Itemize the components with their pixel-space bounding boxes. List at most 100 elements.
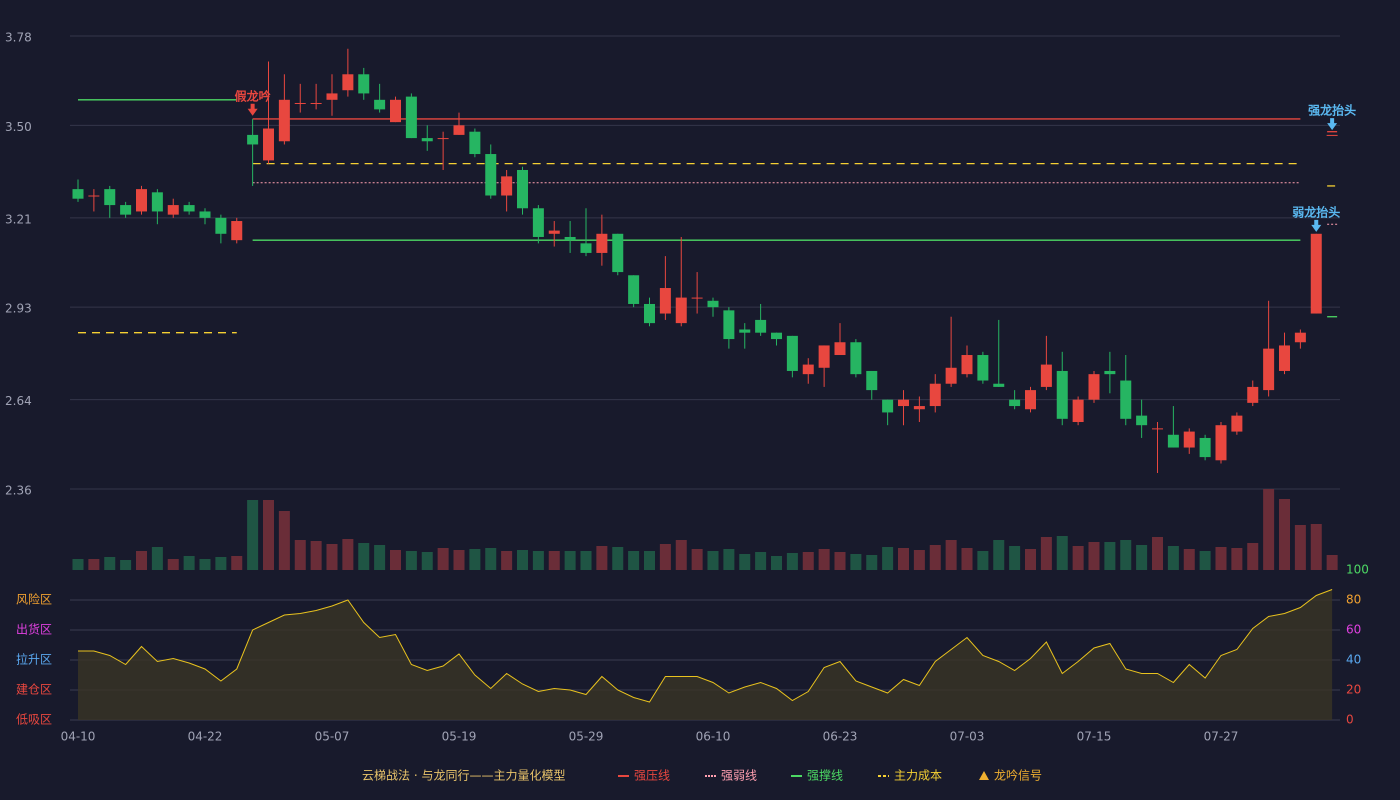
candle-body (1040, 364, 1052, 387)
volume-bar (675, 540, 687, 570)
signal-arrow (1311, 219, 1322, 232)
volume-bar (1183, 549, 1195, 570)
candle-body (1326, 134, 1338, 136)
candle-body (834, 342, 846, 356)
x-tick-label: 07-27 (1204, 730, 1239, 744)
candle-body (898, 399, 909, 407)
candle-body (675, 297, 687, 324)
zone-label: 出货区 (16, 622, 52, 637)
y-tick-label: 3.78 (5, 31, 32, 45)
candle-body (167, 205, 179, 215)
volume-bar (247, 500, 259, 570)
indicator-tick-label: 80 (1346, 593, 1361, 607)
indicator-tick-label: 100 (1346, 563, 1369, 577)
candle-body (390, 99, 401, 123)
candle-body (691, 297, 703, 299)
volume-bar (548, 551, 560, 570)
candle-body (215, 217, 227, 234)
volume-bar (786, 553, 798, 570)
x-tick-label: 07-03 (950, 730, 985, 744)
signal-label: 弱龙抬头 (1292, 204, 1340, 219)
candle-body (326, 93, 338, 100)
volume-bar (707, 551, 719, 570)
legend-label: 强弱线 (721, 769, 757, 783)
x-tick-label: 05-19 (442, 730, 477, 744)
volume-bar (913, 550, 925, 570)
candle-body (1247, 386, 1259, 403)
volume-bar (977, 551, 989, 570)
candle-body (1310, 233, 1322, 314)
volume-bar (1025, 549, 1036, 570)
volume-bar (358, 543, 370, 570)
y-tick-label: 3.50 (5, 120, 32, 134)
volume-bar (818, 549, 830, 570)
candle-body (977, 355, 989, 381)
volume-bar (485, 548, 497, 570)
volume-bar (263, 500, 274, 570)
volume-bar (882, 547, 894, 570)
volume-bar (1247, 543, 1259, 570)
volume-bar (1310, 524, 1322, 570)
candle-body (961, 355, 973, 375)
candle-body (151, 192, 163, 212)
candle-body (421, 138, 433, 142)
volume-bar (596, 546, 608, 570)
candle-body (532, 208, 544, 237)
indicator-tick-label: 0 (1346, 713, 1354, 727)
volume-bar (469, 549, 481, 570)
candle-body (612, 233, 624, 273)
volume-bar (374, 545, 386, 570)
candle-body (1104, 370, 1116, 375)
candle-body (786, 335, 798, 371)
volume-bar (993, 540, 1005, 570)
volume-bar (88, 559, 100, 570)
volume-bar (850, 554, 862, 570)
candle-body (517, 169, 528, 209)
volume-bar (437, 548, 449, 570)
legend-label: 强压线 (634, 769, 670, 783)
volume-bar (1120, 540, 1132, 570)
candle-body (136, 189, 147, 212)
candle-body (453, 125, 465, 135)
zone-label: 风险区 (16, 592, 52, 607)
volume-bar (644, 551, 655, 570)
volume-bar (1231, 548, 1243, 570)
legend-title: 云梯战法 · 与龙同行——主力量化模型 (362, 769, 565, 783)
candle-body (1088, 374, 1100, 400)
candle-body (771, 332, 782, 340)
candle-body (88, 195, 100, 197)
candle-body (1215, 425, 1227, 461)
volume-bar (183, 556, 195, 570)
candle-body (437, 138, 449, 140)
y-tick-label: 2.64 (5, 394, 32, 408)
candle-body (231, 221, 243, 241)
volume-bar (1326, 555, 1338, 570)
candle-body (310, 102, 322, 104)
volume-bar (1263, 489, 1275, 570)
volume-bar (1279, 499, 1290, 570)
x-tick-label: 04-22 (188, 730, 223, 744)
indicator-tick-label: 20 (1346, 683, 1361, 697)
volume-bar (215, 557, 227, 570)
volume-bar (120, 560, 132, 570)
candle-body (72, 189, 84, 199)
volume-bar (771, 556, 782, 570)
candle-body (104, 189, 116, 206)
y-tick-label: 2.36 (5, 484, 32, 498)
volume-bar (1152, 537, 1163, 570)
candle-body (247, 134, 259, 145)
x-tick-label: 06-23 (823, 730, 858, 744)
candle-body (263, 128, 274, 161)
candle-body (659, 288, 671, 314)
volume-bar (1294, 525, 1306, 570)
x-tick-label: 06-10 (696, 730, 731, 744)
candle-body (199, 211, 211, 218)
volume-bar (802, 552, 814, 570)
volume-bar (834, 552, 846, 570)
candle-body (707, 300, 719, 308)
legend-signal-icon (979, 771, 989, 780)
volume-bar (1167, 546, 1179, 570)
volume-bar (723, 549, 735, 570)
candle-body (1072, 399, 1084, 423)
volume-bar (199, 559, 211, 570)
